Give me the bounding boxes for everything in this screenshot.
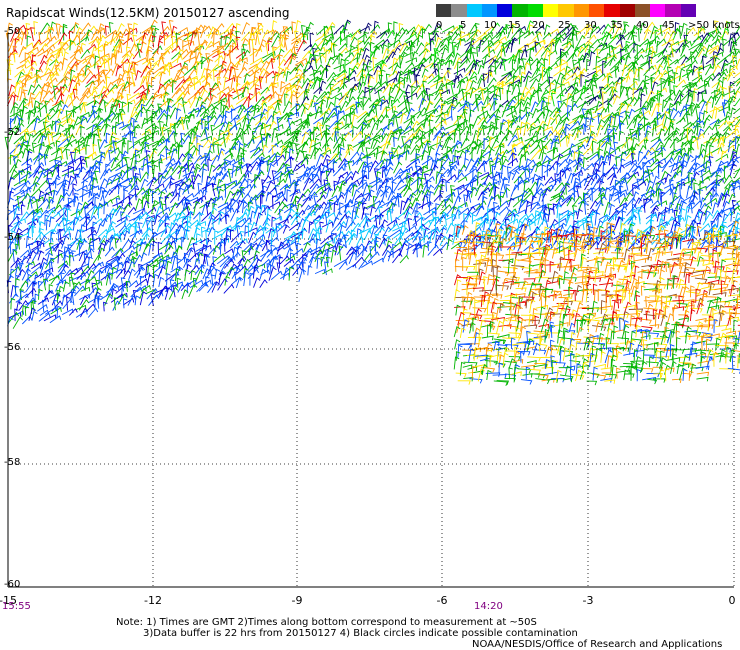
color-legend: 0 5 10 15 20 25 30 35 40 45 >50 knots xyxy=(436,4,740,38)
legend-label: >50 knots xyxy=(688,20,740,31)
lat-label: -54 xyxy=(4,232,21,243)
lat-label: -52 xyxy=(4,127,21,138)
legend-label: 15 xyxy=(508,20,521,31)
end-time: 14:20 xyxy=(474,601,503,612)
legend-label: 35 xyxy=(610,20,623,31)
legend-swatch xyxy=(558,4,574,17)
legend-swatch xyxy=(650,4,666,17)
legend-swatch xyxy=(619,4,635,17)
lat-label: -56 xyxy=(4,342,21,353)
legend-swatch xyxy=(665,4,681,17)
legend-label: 0 xyxy=(436,20,443,31)
lat-label: -58 xyxy=(4,457,21,468)
legend-label: 5 xyxy=(460,20,467,31)
note-line-2: 3)Data buffer is 22 hrs from 20150127 4)… xyxy=(143,628,578,639)
credit-line: NOAA/NESDIS/Office of Research and Appli… xyxy=(472,639,723,650)
legend-label: 20 xyxy=(532,20,545,31)
legend-label: 10 xyxy=(484,20,497,31)
lon-label: -15 xyxy=(0,594,17,607)
lat-lon-grid xyxy=(7,32,735,588)
legend-swatch xyxy=(573,4,589,17)
legend-swatch xyxy=(634,4,651,17)
legend-label: 45 xyxy=(662,20,675,31)
legend-swatch xyxy=(588,4,605,17)
note-line-1: Note: 1) Times are GMT 2)Times along bot… xyxy=(116,617,537,628)
lon-label: -12 xyxy=(144,594,162,607)
lon-label: -3 xyxy=(582,594,594,607)
legend-swatch xyxy=(466,4,482,17)
wind-barbs xyxy=(4,19,740,386)
legend-color-bar xyxy=(436,4,697,17)
legend-swatch xyxy=(481,4,498,17)
map-title: Rapidscat Winds(12.5KM) 20150127 ascendi… xyxy=(6,6,290,20)
lon-label: -9 xyxy=(291,594,303,607)
legend-swatch xyxy=(497,4,513,17)
legend-swatch xyxy=(680,4,697,17)
lon-label: 0 xyxy=(728,594,736,607)
legend-label: 40 xyxy=(636,20,649,31)
lon-label: -6 xyxy=(436,594,448,607)
lat-label: -50 xyxy=(4,26,21,37)
legend-swatch xyxy=(543,4,559,17)
legend-swatch xyxy=(451,4,467,17)
legend-swatch xyxy=(436,4,452,17)
legend-swatch xyxy=(512,4,528,17)
legend-label: 30 xyxy=(584,20,597,31)
start-time: 15:55 xyxy=(2,601,31,612)
legend-swatch xyxy=(527,4,544,17)
lat-label: -60 xyxy=(4,579,21,590)
legend-label: 25 xyxy=(558,20,571,31)
legend-swatch xyxy=(604,4,620,17)
